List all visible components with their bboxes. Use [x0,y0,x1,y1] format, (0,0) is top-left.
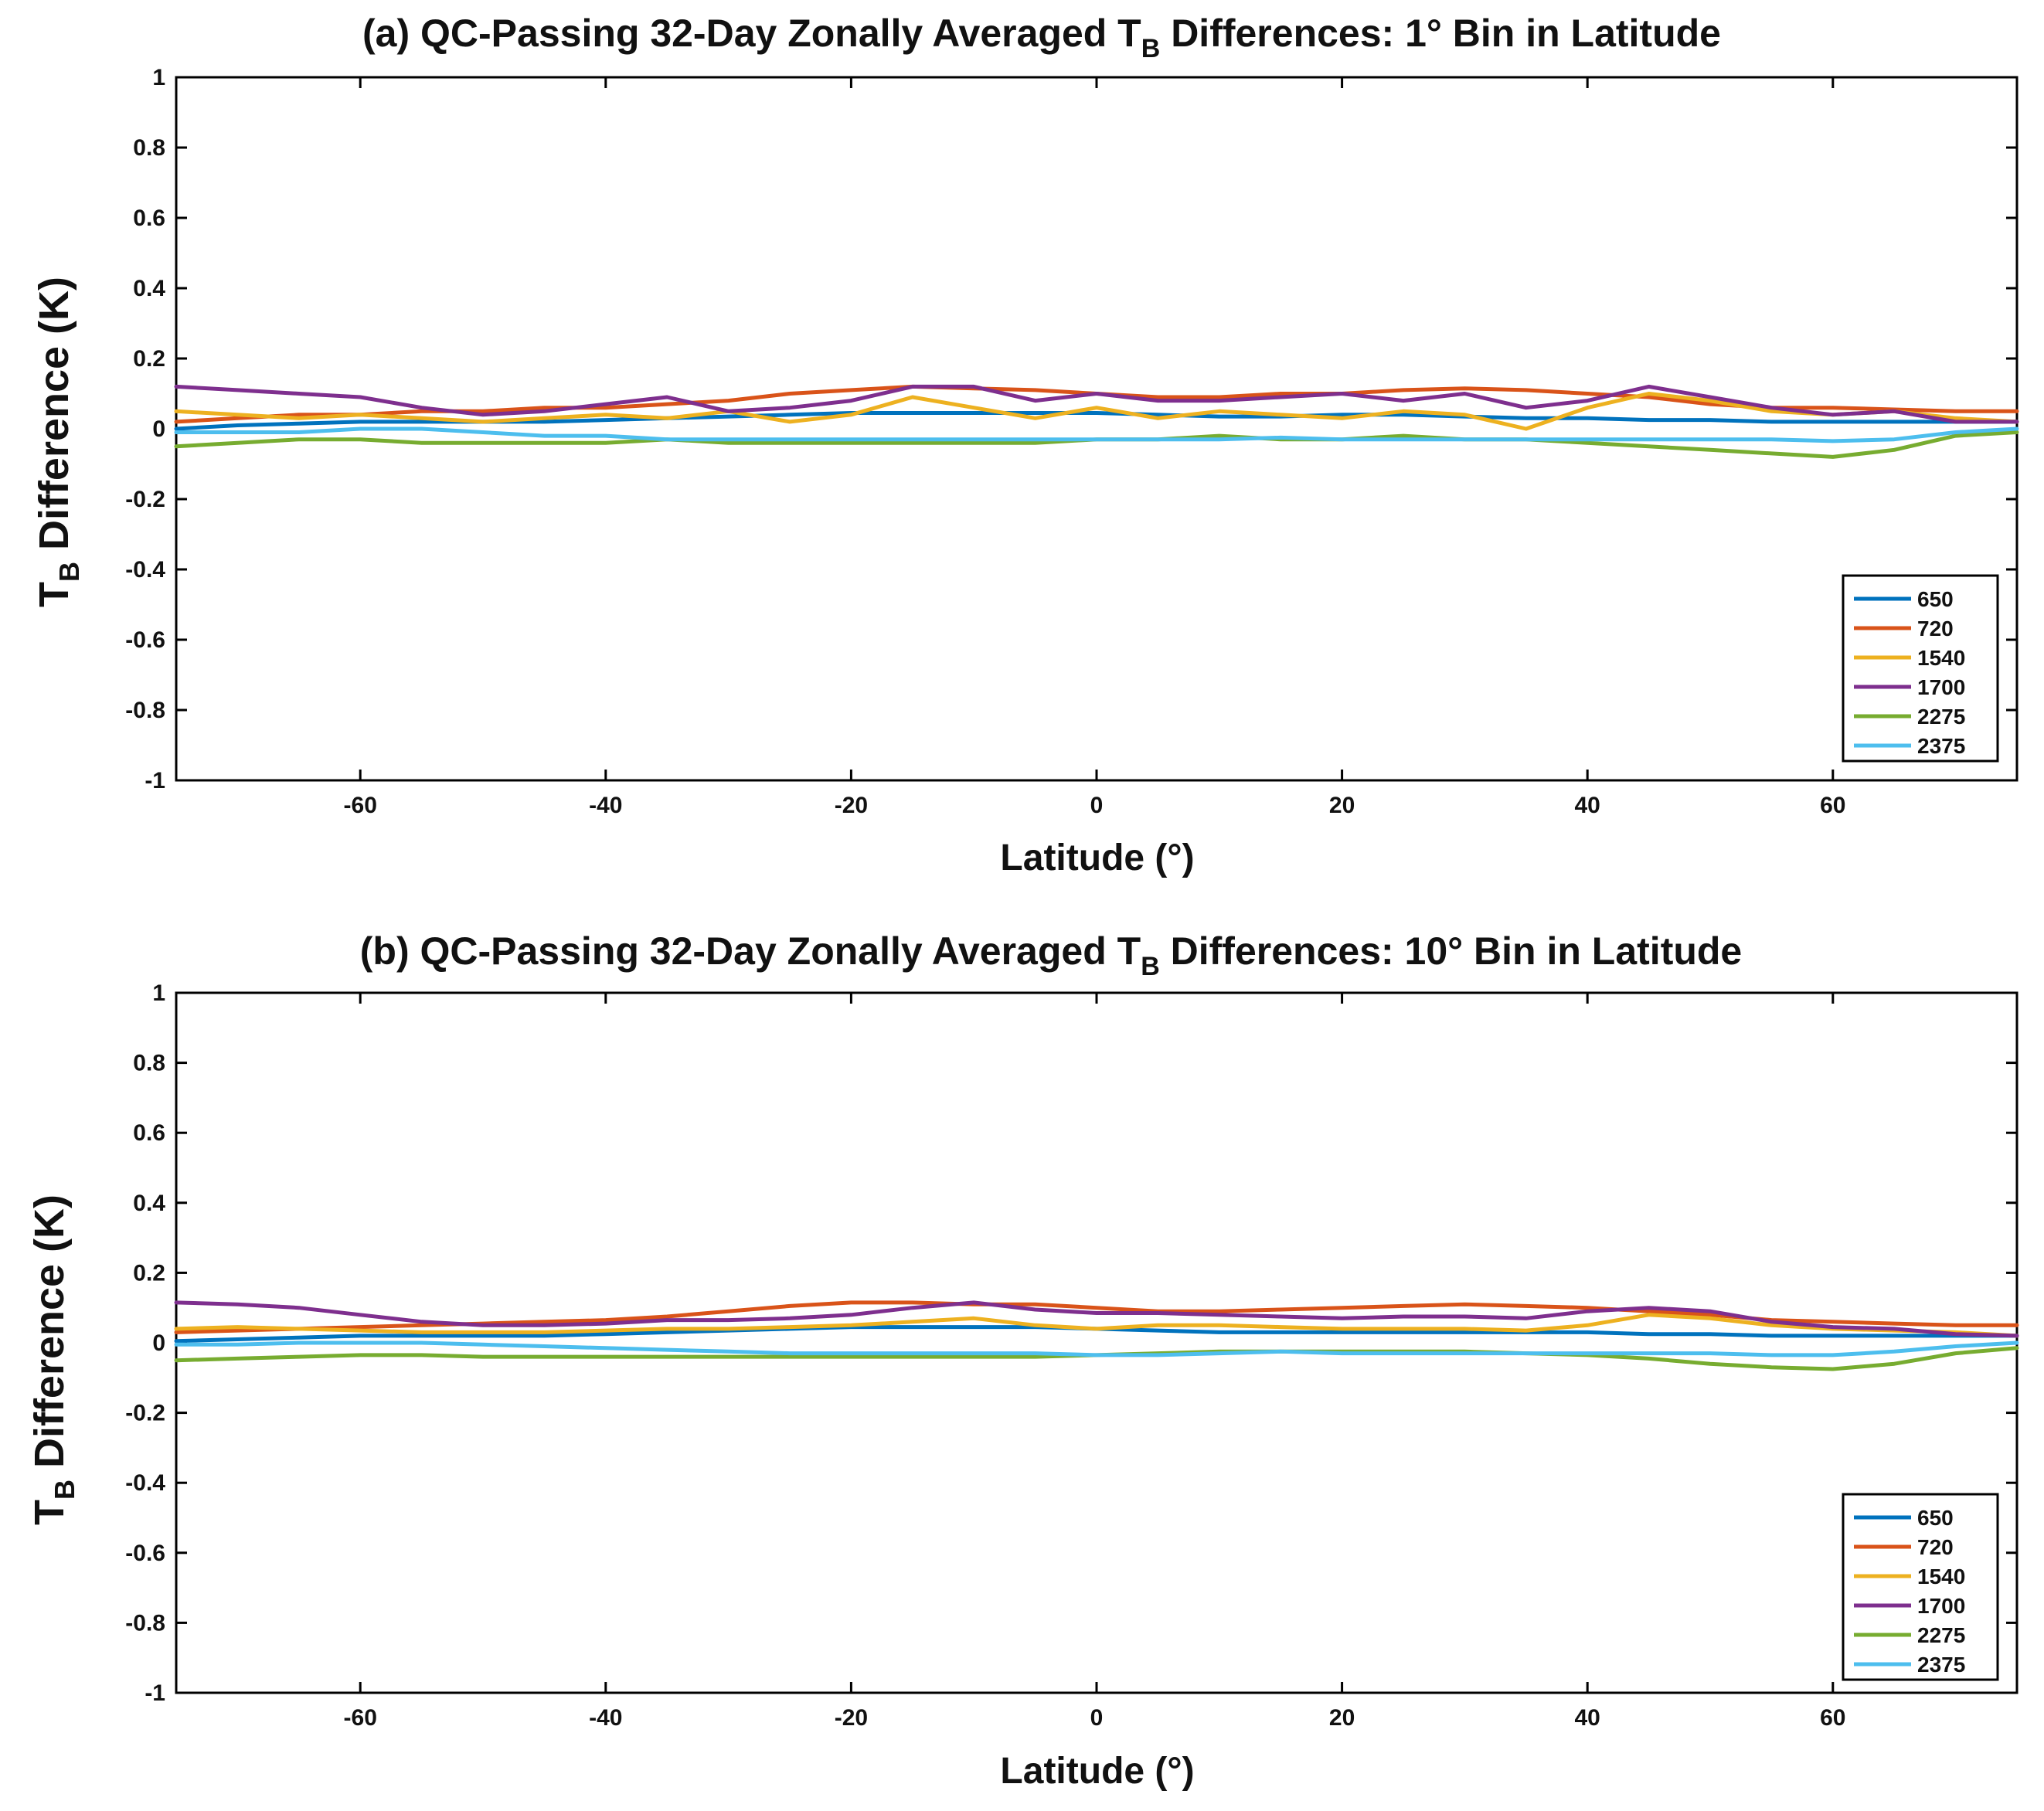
y-tick-label: 0.2 [133,346,165,372]
series-line-1540 [174,1313,2019,1338]
legend-label-1540: 1540 [1917,1565,1965,1588]
x-tick-label: -60 [344,793,377,818]
y-tick-label: -0.2 [125,487,165,512]
y-tick-label: -1 [145,768,165,793]
y-tick-label: 1 [152,65,165,90]
x-tick-label: -40 [589,793,622,818]
legend-box-a [1842,574,1999,763]
legend-label-650: 650 [1917,587,1954,611]
legend-b: 650 720 1540 1700 2275 2375 [1842,1493,1999,1681]
legend-label-2375: 2375 [1917,1653,1965,1677]
x-axis-label-b: Latitude (°) [1000,1751,1194,1792]
y-tick-label: 0.2 [133,1260,165,1286]
chart-panel-b: (b) QC-Passing 32-Day Zonally Averaged T… [26,929,2019,1792]
y-axis-label-b: TB Difference (K) [26,1194,80,1525]
axis-ticks-a: 1 0.8 0.6 0.4 0.2 0 -0.2 -0.4 -0.6 -0.8 -1 -60 -40 -2… [125,65,2017,818]
y-tick-label: -0.2 [125,1401,165,1426]
y-tick-label: 0 [152,1330,165,1356]
x-tick-label: 60 [1820,793,1845,818]
legend-label-650: 650 [1917,1506,1954,1530]
x-tick-label: 60 [1820,1705,1845,1731]
x-axis-label-a: Latitude (°) [1000,838,1194,878]
y-tick-label: -0.6 [125,1541,165,1566]
x-tick-label: 20 [1329,793,1355,818]
legend-label-2275: 2275 [1917,705,1965,729]
legend-label-720: 720 [1917,617,1954,640]
series-line-1540 [174,392,2019,431]
y-tick-label: 0.6 [133,1120,165,1146]
legend-label-1700: 1700 [1917,675,1965,699]
legend-label-2375: 2375 [1917,734,1965,758]
y-tick-label: 1 [152,980,165,1006]
y-axis-label-a: TB Difference (K) [31,277,85,607]
series-line-1700 [174,1300,2019,1338]
y-tick-label: 0.8 [133,1051,165,1076]
y-tick-label: -0.4 [125,557,165,583]
y-tick-label: 0 [152,416,165,442]
x-tick-label: 40 [1575,793,1600,818]
y-tick-label: -0.8 [125,698,165,723]
x-tick-label: 20 [1329,1705,1355,1731]
series-line-2275 [174,430,2019,459]
series-line-2375 [174,1340,2019,1357]
legend-label-1700: 1700 [1917,1594,1965,1618]
y-tick-label: 0.6 [133,206,165,231]
series-layer-b [174,1300,2019,1371]
axis-ticks-b: 1 0.8 0.6 0.4 0.2 0 -0.2 -0.4 -0.6 -0.8 -1 -60 -40 -2… [125,980,2017,1731]
x-tick-label: 40 [1575,1705,1600,1731]
x-tick-label: -20 [835,793,868,818]
legend-label-2275: 2275 [1917,1623,1965,1647]
x-tick-label: 0 [1090,1705,1104,1731]
y-tick-label: -0.8 [125,1610,165,1636]
series-layer-a [174,384,2019,459]
legend-a: 650 720 1540 1700 2275 2375 [1842,574,1999,763]
y-tick-label: 0.8 [133,135,165,161]
chart-panel-a: (a) QC-Passing 32-Day Zonally Averaged T… [31,12,2019,878]
legend-box-b [1842,1493,1999,1681]
x-tick-label: 0 [1090,793,1104,818]
series-line-2275 [174,1346,2019,1371]
y-tick-label: -0.4 [125,1470,165,1496]
series-line-2375 [174,426,2019,443]
chart-title-b: (b) QC-Passing 32-Day Zonally Averaged T… [360,929,1742,981]
y-tick-label: -0.6 [125,627,165,653]
y-tick-label: 0.4 [133,276,165,301]
y-tick-label: -1 [145,1680,165,1706]
y-tick-label: 0.4 [133,1191,165,1216]
x-tick-label: -60 [344,1705,377,1731]
legend-label-720: 720 [1917,1535,1954,1559]
x-tick-label: -40 [589,1705,622,1731]
x-tick-label: -20 [835,1705,868,1731]
series-line-1700 [174,384,2019,424]
legend-label-1540: 1540 [1917,646,1965,670]
chart-title-a: (a) QC-Passing 32-Day Zonally Averaged T… [362,12,1721,63]
